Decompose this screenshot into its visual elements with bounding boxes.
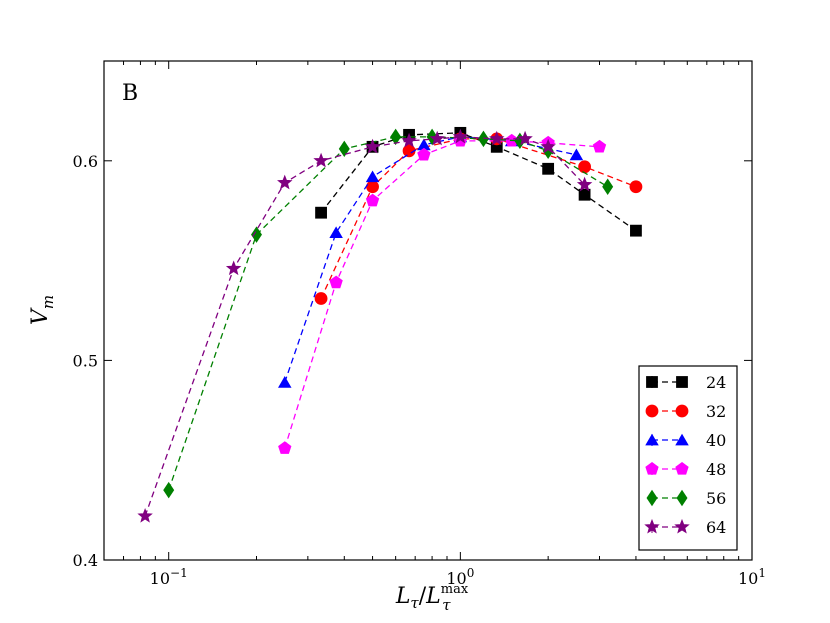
legend-marker-left-64: [644, 518, 660, 534]
x-axis-label-den-sub: τ: [442, 596, 451, 614]
legend-label-32: 32: [706, 402, 726, 421]
legend-label-56: 56: [706, 489, 726, 508]
data-point-48-0: [278, 441, 292, 454]
data-point-40-0: [278, 376, 292, 388]
data-point-64-7: [452, 128, 469, 144]
legend-marker-left-40: [645, 433, 659, 446]
legend-entry-24: 24: [646, 373, 726, 392]
x-tick-label-1: 100: [446, 566, 474, 588]
data-point-56-0: [163, 481, 175, 499]
svg-text:Vm: Vm: [28, 295, 57, 325]
data-point-24-0: [315, 206, 327, 219]
series-64: [137, 128, 593, 523]
data-point-32-5: [578, 160, 592, 174]
y-axis-label-sub: m: [39, 295, 57, 309]
legend-marker-right-64: [674, 518, 690, 534]
data-point-56-1: [251, 226, 262, 243]
x-axis-label-main: L: [395, 584, 411, 609]
data-point-64-1: [225, 260, 242, 276]
series-line-48: [284, 140, 600, 449]
x-axis-label-den-sup: max: [441, 582, 469, 597]
legend-entry-56: 56: [646, 489, 726, 508]
legend-entry-32: 32: [645, 402, 726, 421]
data-point-56-2: [338, 140, 350, 158]
legend-marker-left-32: [645, 404, 659, 418]
data-point-56-8: [602, 178, 614, 195]
data-point-64-0: [137, 507, 153, 523]
data-point-48-1: [329, 275, 343, 289]
legend-marker-right-56: [676, 489, 688, 507]
legend-entry-40: 40: [645, 431, 726, 450]
x-tick-label-0: 10−1: [150, 566, 188, 588]
data-point-56-3: [390, 128, 402, 146]
data-point-48-7: [592, 139, 607, 153]
legend-marker-right-48: [675, 462, 689, 475]
data-point-64-8: [489, 130, 505, 146]
legend-marker-left-56: [646, 489, 658, 507]
x-axis-label-sub: τ: [410, 594, 419, 612]
data-point-40-2: [365, 170, 380, 183]
x-tick-label-2: 101: [738, 566, 766, 588]
legend-entry-64: 64: [644, 518, 726, 537]
series-48: [278, 133, 607, 454]
y-tick-label-1: 0.5: [73, 351, 98, 370]
data-point-64-4: [364, 138, 381, 154]
data-point-32-6: [629, 180, 643, 194]
data-point-64-10: [540, 138, 556, 154]
plot-area-frame: [103, 60, 753, 561]
data-point-32-1: [366, 180, 379, 194]
y-tick-label-2: 0.6: [73, 152, 98, 171]
data-point-64-2: [277, 174, 293, 190]
data-point-48-2: [365, 193, 380, 207]
data-point-24-6: [578, 188, 591, 201]
data-point-56-5: [477, 130, 489, 148]
y-tick-label-0: 0.4: [73, 551, 98, 570]
legend-marker-left-48: [645, 462, 659, 475]
data-point-40-6: [569, 148, 584, 161]
legend-frame: [638, 365, 738, 551]
data-point-64-6: [429, 130, 445, 146]
data-point-48-3: [417, 147, 431, 161]
legend-label-40: 40: [706, 431, 726, 450]
legend-label-24: 24: [706, 373, 726, 392]
x-axis-label: Lτ/Lmax τ: [395, 582, 469, 614]
data-point-40-1: [329, 226, 343, 239]
data-point-64-9: [517, 130, 533, 146]
data-point-24-7: [630, 224, 642, 237]
data-point-32-0: [314, 292, 328, 305]
y-axis-label-main: V: [28, 307, 53, 325]
series-layer: [137, 126, 643, 523]
legend-marker-left-24: [646, 376, 658, 388]
data-point-24-5: [542, 162, 555, 175]
ticks-layer: 10−1 100 101 0.4 0.5 0.6: [73, 61, 766, 588]
x-axis-label-slash: /: [419, 584, 427, 609]
x-axis-label-den: L: [425, 584, 441, 609]
y-axis-label: Vm: [28, 295, 57, 325]
panel-label: B: [122, 81, 138, 106]
data-point-64-3: [313, 152, 329, 168]
legend-marker-right-32: [675, 404, 689, 418]
data-point-64-5: [401, 132, 417, 148]
legend-label-48: 48: [706, 460, 726, 479]
legend: 24 32 40 48 56 64: [638, 365, 738, 551]
legend-label-64: 64: [706, 518, 726, 537]
series-line-64: [144, 136, 586, 517]
legend-marker-right-40: [675, 433, 689, 446]
data-point-64-11: [576, 176, 593, 192]
legend-marker-right-24: [676, 376, 688, 388]
legend-entry-48: 48: [645, 460, 726, 479]
